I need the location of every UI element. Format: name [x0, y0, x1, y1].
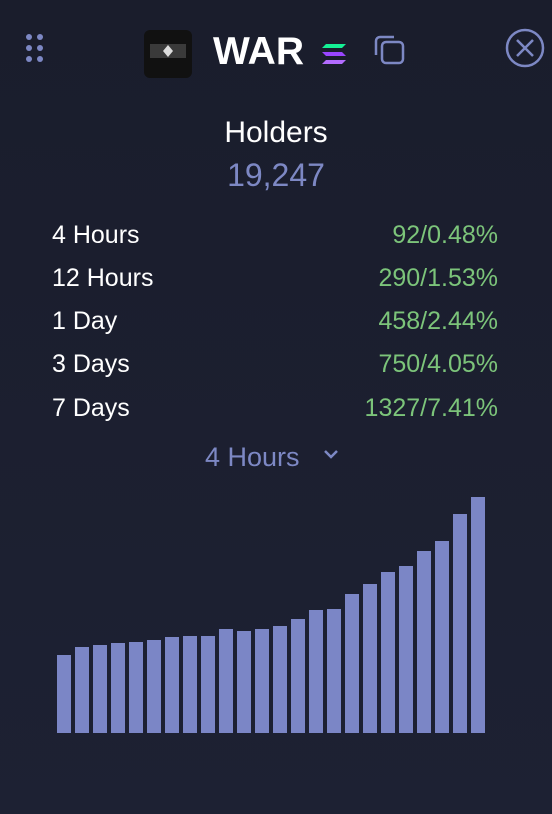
stat-row: 12 Hours 290/1.53% — [52, 262, 498, 294]
bar — [363, 584, 377, 733]
bar — [417, 551, 431, 733]
copy-button[interactable] — [374, 35, 405, 65]
stat-row: 7 Days 1327/7.41% — [52, 392, 498, 424]
bar — [435, 541, 449, 733]
bar — [201, 636, 215, 733]
stat-label: 1 Day — [52, 307, 118, 335]
drag-handle[interactable] — [26, 34, 43, 62]
stat-value: 1327/7.41% — [364, 394, 498, 422]
holders-label: Holders — [224, 116, 328, 149]
bar — [309, 610, 323, 733]
bar — [327, 609, 341, 733]
stat-row: 4 Hours 92/0.48% — [52, 219, 498, 251]
bar — [471, 497, 485, 733]
stat-value: 750/4.05% — [378, 350, 498, 378]
stat-value: 458/2.44% — [378, 307, 498, 335]
holders-count: 19,247 — [227, 157, 325, 193]
stat-label: 3 Days — [52, 350, 130, 378]
solana-icon — [322, 44, 346, 64]
bar — [381, 572, 395, 733]
stat-value: 290/1.53% — [378, 264, 498, 292]
bar — [111, 643, 125, 733]
bar — [453, 514, 467, 733]
chevron[interactable] — [324, 450, 338, 459]
close-button[interactable] — [505, 28, 545, 68]
bar — [291, 619, 305, 733]
bar — [129, 642, 143, 733]
token-logo — [144, 30, 192, 78]
stat-label: 12 Hours — [52, 264, 154, 292]
stat-value: 92/0.48% — [392, 221, 498, 249]
stat-label: 4 Hours — [52, 221, 140, 249]
bar — [237, 631, 251, 733]
chart — [57, 497, 485, 733]
bar — [219, 629, 233, 733]
stat-label: 7 Days — [52, 394, 130, 422]
period-selector[interactable]: 4 Hours — [205, 442, 300, 472]
bar — [93, 645, 107, 733]
bar — [165, 637, 179, 733]
bar — [345, 594, 359, 733]
stat-row: 1 Day 458/2.44% — [52, 305, 498, 337]
bar — [147, 640, 161, 733]
stat-row: 3 Days 750/4.05% — [52, 348, 498, 380]
bar — [399, 566, 413, 733]
bar — [183, 636, 197, 733]
bar — [255, 629, 269, 733]
bar — [75, 647, 89, 733]
bar — [273, 626, 287, 733]
bar — [57, 655, 71, 733]
token-name: WAR — [213, 30, 304, 73]
